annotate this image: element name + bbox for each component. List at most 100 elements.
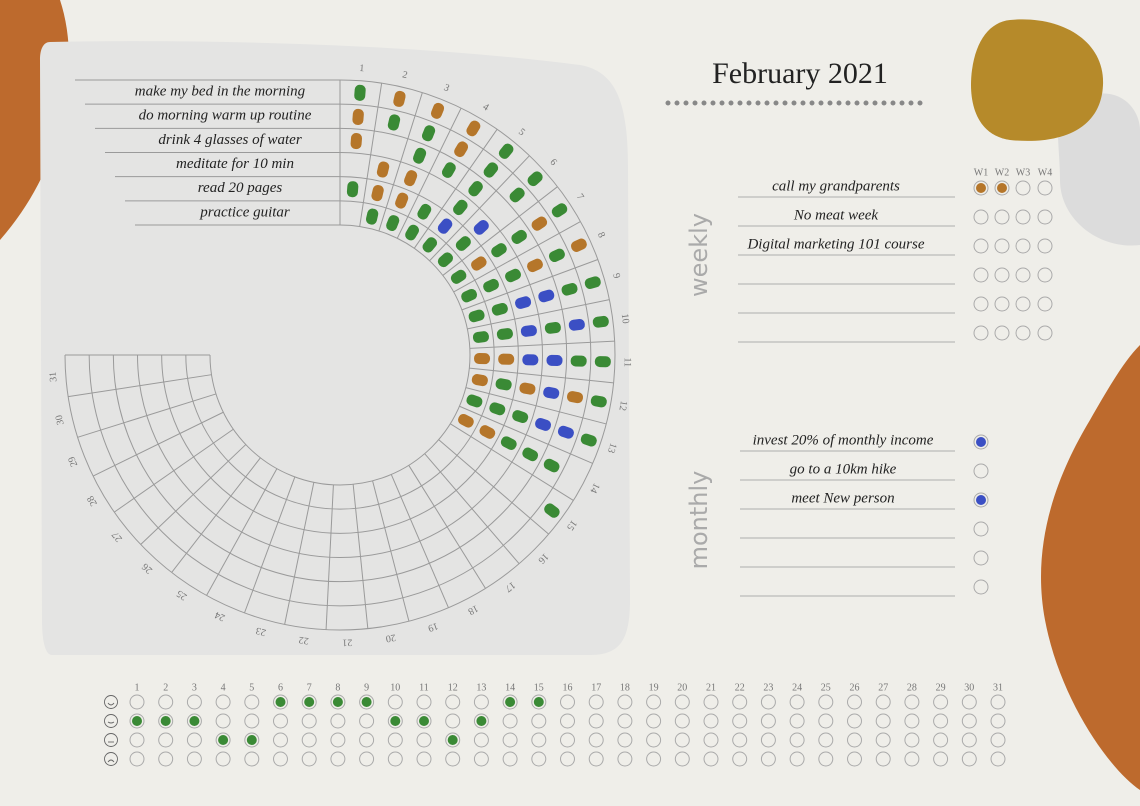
mood-day: 8 — [335, 682, 340, 693]
mood-checkbox — [387, 713, 403, 729]
mood-day: 12 — [448, 682, 458, 693]
mood-checkbox — [617, 751, 633, 767]
mood-check — [160, 716, 171, 726]
month-checkbox — [973, 521, 989, 537]
week-checkbox — [973, 296, 989, 312]
habit-check — [511, 229, 527, 244]
day-divider — [352, 484, 369, 629]
mood-checkbox — [933, 694, 949, 710]
mood-checkbox — [129, 713, 145, 729]
mood-checkbox — [847, 732, 862, 748]
mood-day: 2 — [163, 682, 168, 693]
mood-checkbox — [273, 732, 288, 748]
habit-check — [489, 402, 506, 416]
day-divider — [467, 299, 610, 330]
mood-checkbox — [818, 732, 834, 748]
weekly-heading: weekly — [685, 213, 713, 297]
mood-checkbox — [330, 694, 346, 710]
tracker-ring — [185, 200, 495, 510]
habit-check — [479, 425, 496, 439]
mood-checkbox — [818, 713, 834, 729]
week-check — [976, 183, 986, 193]
mood-checkbox — [789, 694, 805, 710]
week-checkbox — [1037, 325, 1053, 341]
weekly-task: No meat week — [793, 207, 878, 223]
mood-check — [332, 697, 343, 707]
mood-checkbox — [990, 713, 1006, 729]
day-label: 20 — [385, 631, 397, 644]
week-checkbox — [1037, 180, 1053, 196]
mood-day: 4 — [221, 682, 226, 693]
habit-check — [527, 258, 543, 273]
habit-check — [386, 215, 400, 232]
mood-checkbox — [359, 694, 375, 710]
day-label: 29 — [66, 455, 80, 468]
mood-checkbox — [473, 732, 489, 748]
mood-checkbox — [818, 694, 834, 710]
mood-day: 29 — [936, 682, 946, 693]
mood-checkbox — [703, 732, 719, 748]
mood-checkbox — [502, 694, 518, 710]
mood-checkbox — [359, 713, 375, 729]
habit-check — [500, 436, 517, 450]
day-divider — [442, 186, 558, 276]
mood-checkbox — [186, 694, 202, 710]
mood-checkbox — [904, 694, 920, 710]
habit-check — [350, 133, 363, 150]
day-label: 21 — [342, 636, 352, 647]
habit-check — [473, 219, 489, 235]
tracker-ring — [112, 127, 568, 583]
mood-checkbox — [617, 732, 633, 748]
habit-check — [495, 378, 512, 391]
month-check — [976, 495, 986, 505]
day-label: 8 — [595, 231, 607, 240]
mood-checkbox — [961, 751, 977, 767]
mood-checkbox — [990, 694, 1006, 710]
day-label: 4 — [481, 101, 491, 113]
habit-check — [551, 203, 568, 218]
tracker-ring — [161, 176, 519, 534]
day-divider — [469, 367, 614, 384]
mood-day: 19 — [649, 682, 659, 693]
habit-check — [466, 120, 481, 137]
day-label: 18 — [466, 602, 480, 616]
mood-checkbox — [961, 732, 977, 748]
mood-checkbox — [933, 713, 949, 729]
mood-checkbox — [158, 732, 174, 748]
day-divider — [469, 340, 615, 349]
mood-day: 25 — [821, 682, 831, 693]
habit-check — [557, 425, 574, 439]
week-checkbox — [1037, 209, 1053, 225]
mood-day: 28 — [907, 682, 917, 693]
day-divider — [429, 155, 530, 262]
month-check — [976, 437, 986, 447]
habit-check — [505, 268, 521, 283]
mood-check — [304, 697, 315, 707]
mood-checkbox — [560, 694, 575, 710]
habit-check — [580, 433, 597, 447]
week-checkbox — [1015, 238, 1031, 254]
habit-check — [498, 143, 514, 159]
month-checkbox — [973, 463, 989, 479]
habit-check — [346, 181, 359, 198]
mood-day: 18 — [620, 682, 630, 693]
mood-checkbox — [215, 732, 231, 748]
habit-check — [544, 503, 560, 518]
mood-checkbox — [760, 694, 776, 710]
mood-checkbox — [646, 694, 662, 710]
mood-check — [390, 716, 401, 726]
mood-checkbox — [473, 751, 489, 767]
mood-checkbox — [330, 751, 346, 767]
mood-day: 24 — [792, 682, 802, 693]
tracker-panel — [40, 41, 630, 655]
mood-day: 20 — [677, 682, 687, 693]
mood-checkbox — [847, 713, 862, 729]
mood-checkbox — [847, 694, 862, 710]
mood-checkbox — [244, 751, 260, 767]
day-divider — [325, 484, 334, 630]
day-divider — [396, 107, 462, 239]
mood-day: 22 — [735, 682, 745, 693]
habit-check — [566, 391, 584, 404]
mood-day: 9 — [364, 682, 369, 693]
